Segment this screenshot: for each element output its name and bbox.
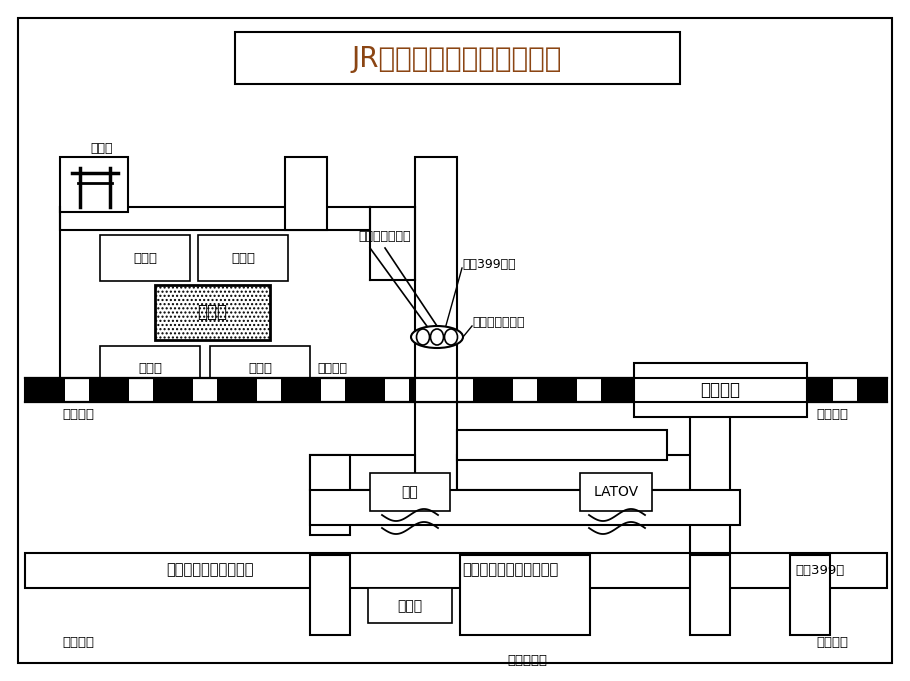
Text: 押ボタン信号機: 押ボタン信号機 <box>472 317 524 330</box>
Bar <box>310 555 350 635</box>
Text: 葬祭場: 葬祭場 <box>398 599 422 613</box>
Text: 国道399号線: 国道399号線 <box>462 257 516 270</box>
Bar <box>281 378 321 402</box>
Text: 国道399号: 国道399号 <box>795 563 844 577</box>
Text: 至　仙台: 至 仙台 <box>816 409 848 422</box>
Bar <box>100 235 190 281</box>
Bar <box>634 377 807 403</box>
Bar <box>285 157 327 230</box>
Text: （旧　６　号　国　道）: （旧 ６ 号 国 道） <box>462 563 558 577</box>
Text: 神　社: 神 社 <box>90 142 113 155</box>
Text: 至　水戸: 至 水戸 <box>62 637 94 650</box>
Bar <box>457 455 722 490</box>
Text: 裁判所: 裁判所 <box>197 303 227 321</box>
Bar <box>345 378 385 402</box>
Bar <box>414 377 458 403</box>
Bar <box>198 235 288 281</box>
Text: 至　平窪・小川: 至 平窪・小川 <box>358 230 410 244</box>
Bar <box>25 553 887 588</box>
Text: 拘置所: 拘置所 <box>133 251 157 264</box>
Bar <box>580 473 652 511</box>
Bar <box>60 157 128 212</box>
Bar <box>310 455 415 490</box>
Text: 至　水戸: 至 水戸 <box>62 409 94 422</box>
Bar <box>634 363 807 417</box>
Bar <box>89 378 129 402</box>
Bar <box>25 378 887 402</box>
Text: 至　仙台: 至 仙台 <box>816 637 848 650</box>
Bar <box>690 402 730 557</box>
Bar <box>409 378 449 402</box>
Text: LATOV: LATOV <box>593 485 639 499</box>
Text: 至　小名浜: 至 小名浜 <box>507 654 547 667</box>
Ellipse shape <box>430 329 443 345</box>
Bar <box>217 378 257 402</box>
Ellipse shape <box>444 329 458 345</box>
Bar <box>415 402 457 497</box>
Text: 平一中: 平一中 <box>138 362 162 375</box>
Bar <box>729 378 769 402</box>
Bar <box>793 378 833 402</box>
Ellipse shape <box>411 326 463 348</box>
Bar <box>601 378 641 402</box>
Bar <box>235 32 680 84</box>
Bar <box>370 473 450 511</box>
Text: 病院: 病院 <box>401 485 419 499</box>
Bar <box>25 378 65 402</box>
Bar <box>665 378 705 402</box>
Text: （坂道）: （坂道） <box>317 362 347 375</box>
Bar <box>415 157 457 379</box>
Bar <box>310 490 740 525</box>
Bar <box>690 555 730 635</box>
Bar <box>457 430 667 460</box>
Text: 県　道　２０　号　線: 県 道 ２０ 号 線 <box>167 563 254 577</box>
Bar <box>310 455 350 535</box>
Bar <box>100 346 200 391</box>
Bar <box>857 378 887 402</box>
Text: 平一小: 平一小 <box>248 362 272 375</box>
Bar <box>368 588 452 623</box>
Bar <box>537 378 577 402</box>
Bar <box>155 285 270 340</box>
Bar <box>210 346 310 391</box>
Bar <box>460 555 590 635</box>
Text: JRいわき駅から徒歩１５分: JRいわき駅から徒歩１５分 <box>352 45 562 73</box>
Bar <box>153 378 193 402</box>
Bar <box>60 207 370 230</box>
Bar <box>790 555 830 635</box>
Bar <box>473 378 513 402</box>
Ellipse shape <box>417 329 430 345</box>
Text: いわき駅: いわき駅 <box>700 381 740 399</box>
Text: 検察庁: 検察庁 <box>231 251 255 264</box>
